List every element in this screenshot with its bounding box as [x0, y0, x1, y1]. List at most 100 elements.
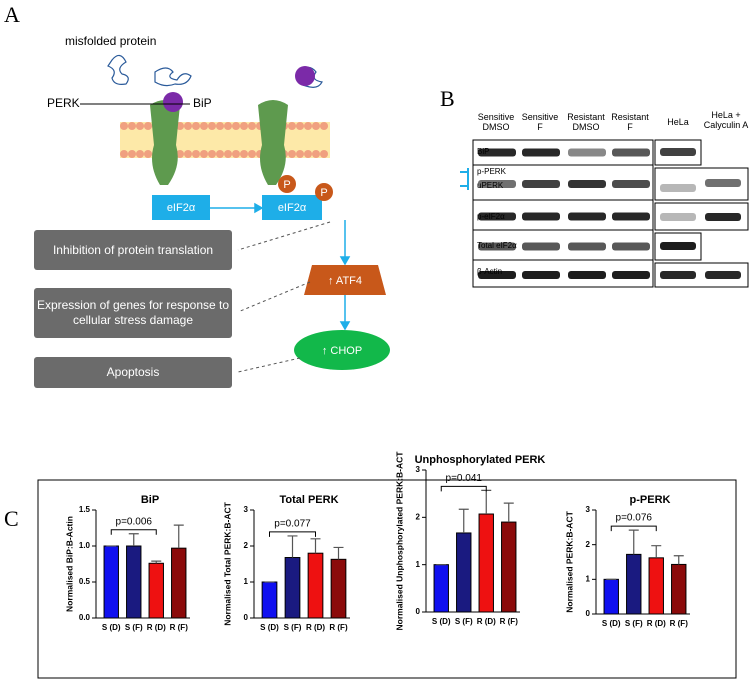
bar: [148, 562, 164, 619]
bar: [433, 564, 449, 613]
row-label: Total eIF2α: [477, 241, 517, 250]
bar: [284, 557, 301, 619]
chart-title: p-PERK: [630, 494, 671, 506]
band: [705, 179, 741, 187]
lipid: [128, 150, 136, 158]
band: [568, 271, 606, 279]
error-bar: [151, 560, 162, 564]
dashed-arrows: [237, 221, 331, 373]
bar: [603, 578, 619, 615]
bar: [126, 545, 142, 619]
band: [568, 180, 606, 188]
misfolded-proteins: [107, 54, 323, 88]
lipid: [248, 122, 256, 130]
column-header: Sensitive F: [521, 112, 559, 132]
error-bar: [673, 555, 684, 565]
lipid: [224, 150, 232, 158]
error-bar: [651, 545, 662, 558]
chop-label: ↑ CHOP: [322, 345, 362, 357]
band: [522, 212, 560, 221]
y-tick-label: 0.5: [79, 577, 91, 586]
eif2a-box: [262, 195, 322, 220]
perk-label: PERK: [47, 96, 80, 110]
annotation: p=0.041: [446, 473, 483, 484]
error-bar: [173, 524, 184, 549]
lipid: [288, 150, 296, 158]
panel-label: A: [4, 2, 20, 27]
phospho-label: P: [320, 187, 327, 199]
band: [568, 212, 606, 221]
band: [660, 184, 696, 192]
perk-receptors: [150, 100, 288, 185]
significance-bracket: [110, 529, 157, 535]
bip: [295, 66, 315, 86]
chart-title: Unphosphorylated PERK: [415, 454, 546, 466]
lipid: [296, 122, 304, 130]
bar: [261, 581, 278, 619]
x-tick-label: S (D): [260, 623, 279, 632]
y-tick-label: 1: [586, 574, 591, 583]
x-tick-label: S (F): [455, 617, 473, 626]
lipid: [136, 122, 144, 130]
y-tick-label: 1.5: [79, 505, 91, 514]
lipid: [192, 122, 200, 130]
lipid: [216, 150, 224, 158]
x-tick-label: R (D): [306, 623, 325, 632]
error-bar: [458, 508, 469, 533]
x-tick-label: S (F): [284, 623, 302, 632]
panel-c-frame: [37, 479, 737, 679]
band: [660, 213, 696, 221]
band: [522, 271, 560, 279]
row-label: BiP: [477, 147, 489, 156]
y-tick-label: 1: [416, 560, 421, 569]
y-axis-label: Normalised Unphosphorylated PERK:B-ACT: [394, 451, 404, 631]
annotation: p=0.076: [616, 513, 653, 524]
bar: [103, 545, 119, 619]
band: [522, 242, 560, 251]
lipid: [320, 150, 328, 158]
eif2a-label: eIF2α: [167, 202, 196, 214]
lipid: [312, 150, 320, 158]
lipid: [304, 122, 312, 130]
error-bar: [333, 546, 344, 560]
column-header: HeLa + Calyculin A: [703, 110, 749, 130]
band: [612, 148, 650, 157]
lipid: [232, 150, 240, 158]
phospho: [278, 175, 296, 193]
eif2a-label: eIF2α: [278, 202, 307, 214]
y-tick-label: 0.0: [79, 613, 91, 622]
y-tick-label: 0: [244, 613, 249, 622]
x-tick-label: R (F): [170, 623, 189, 632]
bar: [330, 558, 347, 619]
band: [705, 213, 741, 221]
x-tick-label: R (D): [477, 617, 496, 626]
chart-title: BiP: [141, 494, 159, 506]
lipid: [288, 122, 296, 130]
band: [612, 271, 650, 279]
bar: [671, 563, 687, 615]
x-tick-label: S (D): [602, 619, 621, 628]
x-tick-label: R (F): [670, 619, 689, 628]
band: [478, 271, 516, 279]
lipid: [240, 150, 248, 158]
phospho-label: P: [283, 179, 290, 191]
lipid: [120, 122, 128, 130]
error-bar: [503, 502, 514, 523]
error-bar: [310, 538, 321, 554]
lipid: [208, 150, 216, 158]
column-header: Sensitive DMSO: [477, 112, 515, 132]
y-tick-label: 1: [244, 577, 249, 586]
band: [522, 180, 560, 188]
y-tick-label: 2: [586, 540, 591, 549]
lipid: [320, 122, 328, 130]
band: [612, 180, 650, 188]
significance-bracket: [610, 525, 657, 532]
error-bar: [128, 533, 139, 546]
row-label: p-eIF2α: [477, 212, 505, 221]
band: [660, 242, 696, 250]
band: [478, 242, 516, 251]
outcome-box: Apoptosis: [34, 357, 232, 388]
y-tick-label: 1.0: [79, 541, 91, 550]
